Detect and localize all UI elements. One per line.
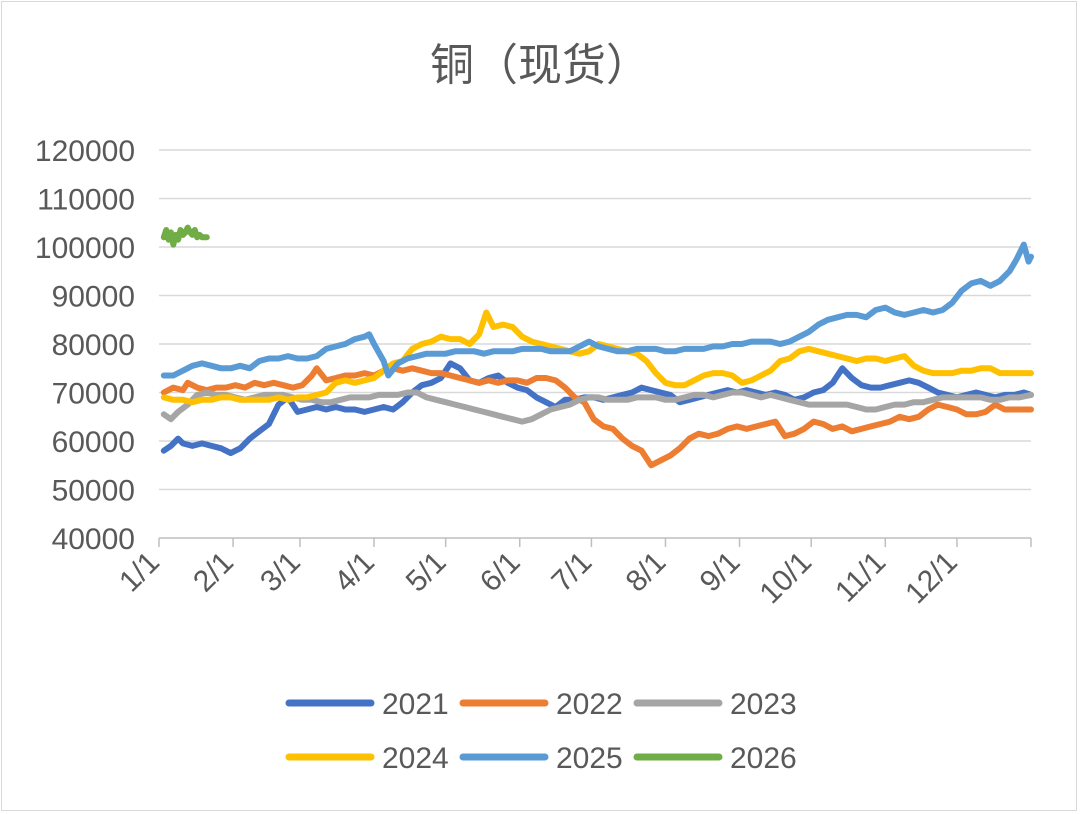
x-tick-label: 12/1 [899,546,964,611]
y-tick-label: 60000 [52,426,135,459]
y-tick-label: 40000 [52,523,135,556]
legend-label-2021: 2021 [382,688,449,721]
x-tick-label: 11/1 [829,546,892,609]
y-tick-label: 110000 [37,184,135,217]
x-tick-label: 9/1 [694,546,747,599]
y-tick-label: 100000 [35,232,135,265]
series-line-2022 [160,365,1034,469]
y-axis-tick-labels: 120000 110000 100000 90000 80000 70000 60000 50… [35,135,135,556]
series-line-2021 [160,360,1034,457]
series-line-2026 [160,224,210,248]
legend-label-2026: 2026 [730,742,797,775]
x-tick-label: 8/1 [620,546,673,599]
series-line-2025 [160,241,1034,379]
x-tick-label: 7/1 [546,546,599,599]
y-tick-label: 90000 [52,281,135,314]
x-tick-label: 10/1 [754,546,819,611]
x-tick-label: 3/1 [254,546,307,599]
x-tick-label: 6/1 [474,546,527,599]
y-tick-label: 120000 [35,135,135,168]
x-axis: 1/1 2/1 3/1 4/1 5/1 6/1 7/1 8/1 9/1 10/1 11/1 12/1 [113,537,1032,611]
y-tick-label: 70000 [52,378,135,411]
y-tick-label: 80000 [52,329,135,362]
legend: 2021 2022 2023 2024 2025 2026 [285,688,797,775]
series-lines [160,224,1034,469]
chart-title: 铜（现货） [430,40,650,91]
legend-label-2023: 2023 [730,688,797,721]
x-tick-label: 4/1 [328,546,381,599]
series-line-2024 [160,309,1034,406]
legend-label-2022: 2022 [556,688,623,721]
legend-label-2024: 2024 [382,742,449,775]
y-tick-label: 50000 [52,475,135,508]
legend-label-2025: 2025 [556,742,623,775]
x-tick-label: 2/1 [187,546,240,599]
gridlines [159,149,1031,491]
x-tick-label: 5/1 [400,546,453,599]
